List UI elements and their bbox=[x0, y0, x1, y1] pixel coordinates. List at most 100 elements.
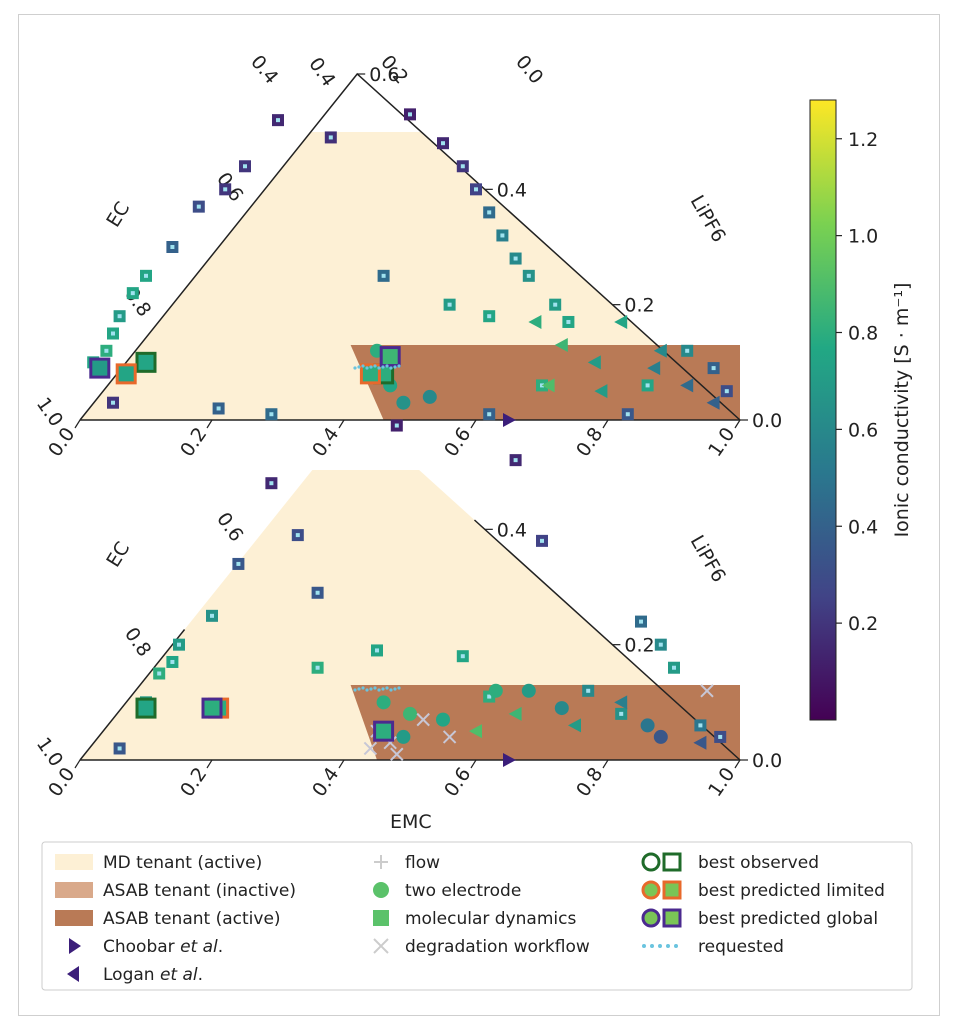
point-two-electrode bbox=[396, 729, 411, 744]
top-tick-label: 0.0 bbox=[511, 51, 547, 88]
point-molecular-dynamics bbox=[720, 385, 733, 398]
point-molecular-dynamics bbox=[272, 114, 284, 127]
point-two-electrode bbox=[653, 729, 668, 744]
point-logan-et-al- bbox=[528, 314, 542, 329]
bottom-tick-label: 0.8 bbox=[572, 763, 607, 800]
point-molecular-dynamics bbox=[483, 310, 496, 323]
point-molecular-dynamics bbox=[232, 557, 245, 570]
bottom-axis-label: EMC bbox=[390, 811, 432, 833]
point-two-electrode bbox=[396, 395, 411, 410]
point-two-electrode bbox=[436, 712, 450, 727]
point-molecular-dynamics bbox=[107, 327, 119, 340]
point-best-predicted-limited bbox=[359, 363, 381, 385]
point-molecular-dynamics bbox=[324, 131, 337, 144]
point-molecular-dynamics bbox=[470, 183, 482, 196]
point-molecular-dynamics bbox=[456, 650, 469, 663]
point-logan-et-al- bbox=[554, 338, 568, 353]
point-molecular-dynamics bbox=[621, 408, 634, 421]
point-molecular-dynamics bbox=[496, 229, 509, 242]
point-molecular-dynamics bbox=[265, 408, 278, 421]
bottom-tick bbox=[734, 419, 741, 429]
point-molecular-dynamics bbox=[206, 609, 218, 622]
point-degradation-workflow bbox=[390, 747, 404, 761]
legend-marker bbox=[641, 852, 682, 872]
point-two-electrode bbox=[488, 683, 503, 698]
legend-marker bbox=[641, 880, 682, 900]
legend-label: best observed bbox=[698, 853, 819, 873]
legend-label: best predicted global bbox=[698, 909, 878, 929]
point-molecular-dynamics bbox=[681, 344, 694, 357]
point-logan-et-al- bbox=[706, 395, 720, 410]
left-tick-label: 0.4 bbox=[304, 53, 339, 90]
point-molecular-dynamics bbox=[107, 396, 119, 409]
point-molecular-dynamics bbox=[166, 655, 179, 668]
bottom-tick-label: 0.4 bbox=[308, 763, 343, 800]
legend-patch bbox=[55, 910, 93, 926]
point-molecular-dynamics bbox=[153, 667, 166, 680]
bottom-tick-label: 0.2 bbox=[176, 763, 211, 800]
point-molecular-dynamics bbox=[615, 707, 628, 720]
colorbar-tick-label: 0.4 bbox=[848, 516, 878, 538]
point-molecular-dynamics bbox=[437, 137, 449, 150]
bottom-tick-label: 1.0 bbox=[704, 763, 739, 800]
legend: MD tenant (active) ASAB tenant (inactive)… bbox=[41, 841, 913, 991]
point-molecular-dynamics bbox=[100, 344, 113, 357]
legend-marker bbox=[642, 944, 678, 948]
point-logan-et-al- bbox=[541, 378, 555, 393]
right-axis-label: LiPF6 bbox=[686, 192, 730, 247]
legend-item: best predicted global bbox=[641, 908, 878, 929]
legend-item: best predicted limited bbox=[641, 880, 885, 901]
point-logan-et-al- bbox=[587, 355, 601, 370]
right-tick-label: 0.2 bbox=[624, 635, 654, 657]
bottom-tick bbox=[74, 419, 81, 429]
legend-box bbox=[41, 841, 913, 991]
bottom-tick-label: 0.8 bbox=[572, 423, 607, 460]
right-tick-label: 0.4 bbox=[497, 519, 527, 541]
right-tick-label: 0.0 bbox=[752, 750, 782, 772]
point-molecular-dynamics bbox=[714, 730, 727, 743]
right-tick-label: 0.4 bbox=[497, 179, 527, 201]
left-axis-label: EC bbox=[102, 538, 134, 571]
bottom-tick bbox=[338, 419, 345, 429]
colorbar-tick-label: 0.6 bbox=[848, 419, 878, 441]
bottom-tick bbox=[602, 419, 609, 429]
point-molecular-dynamics bbox=[192, 200, 205, 213]
colorbar-label: Ionic conductivity [S · m⁻¹] bbox=[891, 283, 913, 538]
point-degradation-workflow bbox=[442, 730, 457, 744]
top-tick-label: 0.4 bbox=[246, 51, 282, 88]
bottom-tick-label: 1.0 bbox=[704, 423, 739, 460]
point-molecular-dynamics bbox=[509, 454, 522, 467]
point-best-observed bbox=[135, 351, 157, 373]
point-two-electrode bbox=[422, 389, 437, 404]
point-two-electrode bbox=[376, 695, 391, 710]
point-logan-et-al- bbox=[680, 378, 694, 393]
legend-item: two electrode bbox=[373, 881, 521, 901]
legend-patch bbox=[55, 854, 93, 870]
point-molecular-dynamics bbox=[694, 719, 707, 732]
bottom-tick-label: 0.6 bbox=[440, 763, 475, 800]
legend-item: Choobar et al. bbox=[69, 937, 223, 957]
legend-marker bbox=[373, 910, 389, 926]
point-logan-et-al- bbox=[594, 384, 608, 399]
point-molecular-dynamics bbox=[443, 298, 456, 311]
left-axis-line bbox=[79, 629, 186, 761]
legend-item: Logan et al. bbox=[67, 965, 203, 985]
legend-marker bbox=[374, 855, 388, 869]
legend-label: ASAB tenant (inactive) bbox=[103, 881, 296, 901]
legend-patch bbox=[55, 882, 93, 898]
legend-label: requested bbox=[698, 937, 784, 957]
legend-item: flow bbox=[374, 853, 440, 873]
point-molecular-dynamics bbox=[390, 419, 403, 432]
colorbar-tick-label: 0.8 bbox=[848, 323, 878, 345]
point-molecular-dynamics bbox=[668, 661, 680, 674]
colorbar-tick-label: 1.0 bbox=[848, 226, 878, 248]
left-axis-label: EC bbox=[102, 198, 134, 231]
legend-label: best predicted limited bbox=[698, 881, 885, 901]
requested-dots bbox=[353, 686, 401, 692]
point-best-predicted-global bbox=[201, 697, 223, 719]
bottom-tick bbox=[206, 419, 213, 429]
point-molecular-dynamics bbox=[311, 661, 324, 674]
point-best-predicted-global bbox=[373, 720, 395, 742]
legend-item: MD tenant (active) bbox=[55, 853, 262, 873]
point-molecular-dynamics bbox=[113, 742, 126, 755]
